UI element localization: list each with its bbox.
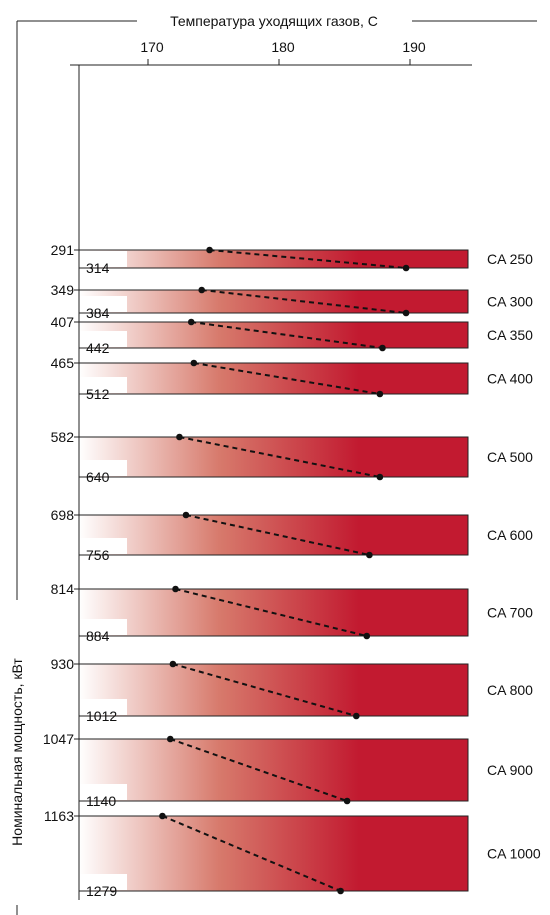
temperature-line — [185, 514, 370, 556]
y-axis-title: Номинальная мощность, кВт — [9, 658, 25, 846]
series-label: CA 350 — [487, 327, 533, 343]
band-label-patch — [80, 699, 127, 715]
band-label-patch — [80, 538, 127, 554]
power-label-min: 930 — [51, 656, 75, 672]
temperature-line — [209, 249, 407, 269]
power-label-min: 465 — [51, 355, 75, 371]
data-point — [343, 797, 351, 805]
data-point — [379, 344, 386, 352]
series-label: CA 800 — [487, 682, 533, 698]
series-label: CA 1000 — [487, 846, 541, 862]
band-label-patch — [80, 619, 127, 635]
data-point — [402, 264, 410, 272]
data-point — [159, 812, 166, 820]
power-label-max: 1140 — [86, 793, 116, 809]
model-band — [78, 815, 469, 892]
temperature-line — [179, 436, 381, 478]
power-label-max: 640 — [86, 469, 110, 485]
data-point — [166, 735, 174, 743]
power-label-max: 1279 — [86, 883, 117, 899]
temperature-line — [193, 362, 381, 395]
model-band — [78, 249, 469, 269]
model-band — [78, 514, 469, 556]
temperature-line — [169, 738, 348, 802]
power-label-min: 349 — [51, 282, 75, 298]
power-label-min: 291 — [51, 242, 75, 258]
x-tick-label: 190 — [402, 39, 426, 55]
model-band — [78, 362, 469, 395]
band-label-patch — [80, 874, 127, 890]
band-label-patch — [80, 784, 127, 800]
temperature-line — [201, 289, 407, 314]
series-label: CA 500 — [487, 449, 533, 465]
x-axis-title: Температура уходящих газов, С — [170, 13, 378, 29]
model-band — [78, 436, 469, 478]
data-point — [176, 433, 183, 441]
temperature-line — [172, 663, 357, 717]
power-label-max: 314 — [86, 260, 110, 276]
power-label-min: 1047 — [43, 731, 74, 747]
series-label: CA 300 — [487, 294, 533, 310]
band-label-patch — [80, 460, 127, 476]
data-point — [337, 887, 344, 895]
data-point — [198, 286, 206, 294]
data-point — [376, 390, 384, 398]
data-point — [169, 660, 177, 668]
power-label-max: 884 — [86, 628, 110, 644]
data-point — [206, 246, 213, 254]
data-point — [190, 359, 198, 367]
data-point — [182, 511, 190, 519]
series-label: CA 400 — [487, 371, 533, 387]
series-label: CA 600 — [487, 527, 533, 543]
model-band — [78, 321, 469, 349]
power-label-min: 1163 — [44, 808, 74, 824]
data-point — [363, 632, 371, 640]
data-point — [187, 318, 195, 326]
band-label-patch — [80, 296, 127, 312]
band-label-patch — [80, 251, 127, 267]
series-label: CA 700 — [487, 605, 533, 621]
band-label-patch — [80, 377, 127, 393]
power-label-max: 756 — [86, 547, 110, 563]
power-label-min: 582 — [51, 429, 75, 445]
model-band — [78, 663, 469, 717]
x-tick-label: 170 — [140, 39, 164, 55]
power-label-max: 384 — [86, 305, 110, 321]
model-band — [78, 738, 469, 802]
power-label-max: 442 — [86, 340, 110, 356]
band-label-patch — [80, 331, 127, 347]
data-point — [352, 712, 360, 720]
power-label-max: 1012 — [86, 708, 117, 724]
series-label: CA 900 — [487, 762, 533, 778]
model-band — [78, 289, 469, 314]
x-tick-label: 180 — [271, 39, 295, 55]
data-point — [402, 309, 410, 317]
data-point — [172, 585, 179, 593]
power-label-min: 407 — [51, 314, 75, 330]
data-point — [376, 473, 384, 481]
temperature-line — [175, 588, 368, 637]
power-label-min: 698 — [51, 507, 75, 523]
series-label: CA 250 — [487, 251, 533, 267]
power-label-min: 814 — [51, 581, 75, 597]
data-point — [366, 551, 373, 559]
power-label-max: 512 — [86, 386, 110, 402]
